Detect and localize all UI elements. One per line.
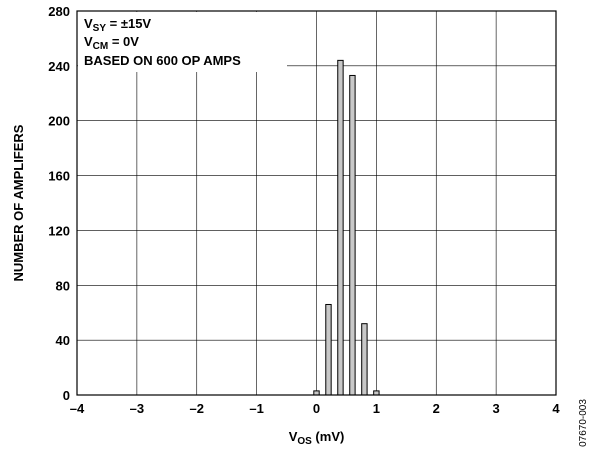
x-tick-label: –2 (190, 401, 204, 416)
y-tick-label: 240 (48, 59, 70, 74)
annotation-line: VCM = 0V (84, 34, 139, 52)
annotation-line: VSY = ±15V (84, 16, 151, 34)
x-tick-labels: –4 –3 –2 –1 0 1 2 3 4 (70, 401, 561, 416)
histogram-bar (373, 390, 380, 396)
histogram-bar (313, 390, 320, 396)
histogram-bar (325, 303, 332, 396)
y-tick-label: 160 (48, 169, 70, 184)
y-tick-label: 40 (56, 333, 70, 348)
histogram-bar (361, 323, 368, 396)
y-axis-label: NUMBER OF AMPLIFERS (11, 124, 26, 281)
x-tick-label: –3 (130, 401, 144, 416)
x-tick-label: 2 (433, 401, 440, 416)
y-tick-label: 0 (63, 388, 70, 403)
y-tick-label: 200 (48, 114, 70, 129)
bars (313, 59, 380, 396)
y-tick-label: 80 (56, 278, 70, 293)
x-axis-label: VOS (mV) (289, 429, 345, 447)
x-tick-label: 3 (493, 401, 500, 416)
plot-frame (76, 10, 557, 396)
annotation-background (78, 12, 287, 72)
x-tick-label: 1 (373, 401, 380, 416)
y-tick-label: 120 (48, 223, 70, 238)
histogram-bar (349, 74, 356, 396)
x-tick-label: –1 (249, 401, 263, 416)
x-tick-label: –4 (70, 401, 85, 416)
histogram-bar (337, 59, 344, 396)
grid-lines (77, 11, 556, 395)
annotation-line: BASED ON 600 OP AMPS (84, 53, 241, 68)
y-tick-labels: 0 40 80 120 160 200 240 280 (48, 4, 70, 403)
figure-id: 07670-003 (578, 399, 589, 447)
x-tick-label: 0 (313, 401, 320, 416)
y-tick-label: 280 (48, 4, 70, 19)
x-tick-label: 4 (552, 401, 560, 416)
